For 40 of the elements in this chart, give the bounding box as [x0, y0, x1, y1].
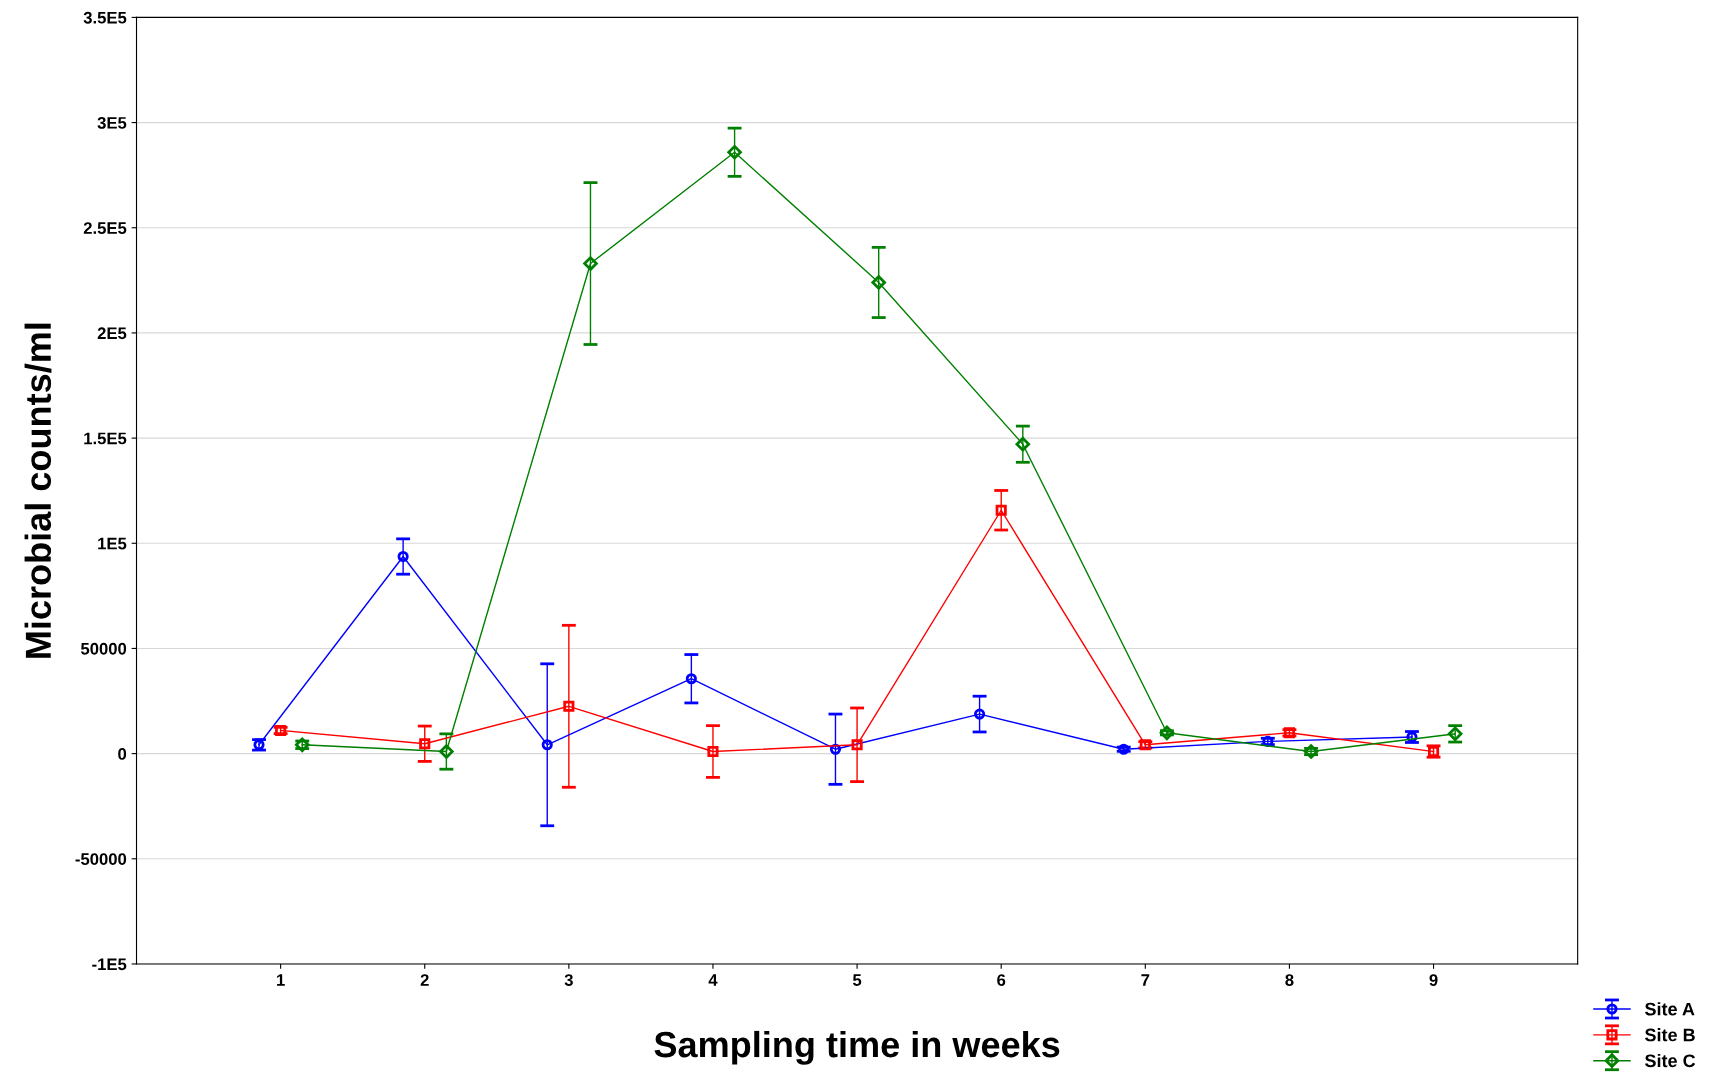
x-axis-title: Sampling time in weeks [654, 1030, 1060, 1065]
point [583, 256, 598, 271]
x-tick-label: 2 [420, 974, 429, 986]
x-tick-label: 7 [1141, 974, 1150, 986]
point [685, 673, 697, 685]
point [1015, 436, 1031, 452]
y-tick-label: 2.5E5 [83, 222, 127, 234]
y-tick-label: 50000 [80, 642, 127, 655]
x-tick-label: 9 [1429, 974, 1438, 986]
x-tick-label: 4 [708, 974, 718, 986]
y-tick-label: 1.5E5 [84, 432, 127, 445]
point [397, 550, 409, 563]
point [419, 738, 431, 750]
y-tick-label: 2E5 [97, 327, 127, 340]
y-tick-label: 1E5 [98, 537, 127, 550]
y-axis-title: Microbial counts/ml [24, 323, 52, 658]
point [439, 744, 454, 759]
legend-label: Site B [1644, 1028, 1695, 1042]
x-tick-label: 5 [852, 974, 862, 986]
point [541, 739, 553, 751]
point [707, 745, 719, 758]
point [871, 275, 886, 290]
point [995, 504, 1007, 516]
y-tick-label: -1E5 [92, 958, 127, 971]
point [1159, 725, 1175, 741]
y-tick-label: 3.5E5 [83, 11, 127, 24]
y-tick-label: 3E5 [97, 116, 127, 129]
x-tick-label: 3 [564, 974, 573, 986]
y-tick-label: 0 [118, 748, 127, 760]
y-tick-label: -50000 [75, 853, 127, 865]
legend-label: Site A [1644, 1002, 1695, 1016]
point [974, 708, 986, 720]
legend-label: Site C [1644, 1053, 1696, 1068]
point [851, 739, 863, 751]
point [727, 144, 742, 160]
x-tick-label: 8 [1285, 974, 1294, 986]
x-tick-label: 1 [277, 974, 285, 986]
x-tick-label: 6 [997, 974, 1006, 986]
point [1118, 743, 1130, 755]
point [563, 700, 575, 712]
